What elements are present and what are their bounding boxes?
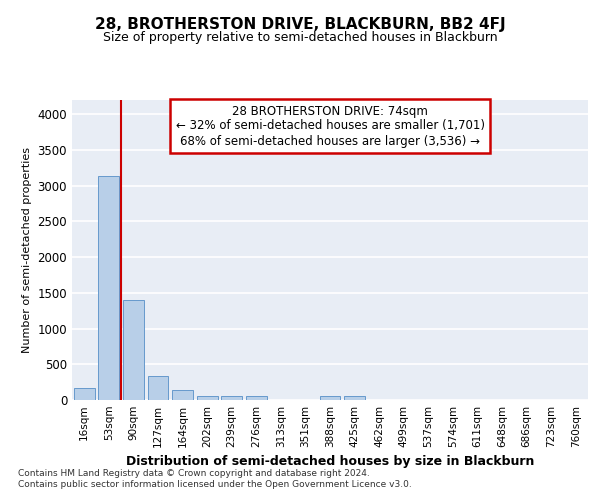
Bar	[74, 388, 95, 400]
Bar	[197, 396, 218, 400]
Bar	[221, 396, 242, 400]
Text: Contains public sector information licensed under the Open Government Licence v3: Contains public sector information licen…	[18, 480, 412, 489]
Bar	[246, 396, 267, 400]
Bar	[148, 376, 169, 400]
Bar	[123, 300, 144, 400]
Bar	[344, 396, 365, 400]
Bar	[98, 176, 119, 400]
Text: Contains HM Land Registry data © Crown copyright and database right 2024.: Contains HM Land Registry data © Crown c…	[18, 469, 370, 478]
Y-axis label: Number of semi-detached properties: Number of semi-detached properties	[22, 147, 32, 353]
X-axis label: Distribution of semi-detached houses by size in Blackburn: Distribution of semi-detached houses by …	[126, 456, 534, 468]
Text: Size of property relative to semi-detached houses in Blackburn: Size of property relative to semi-detach…	[103, 31, 497, 44]
Bar	[320, 396, 340, 400]
Text: 28, BROTHERSTON DRIVE, BLACKBURN, BB2 4FJ: 28, BROTHERSTON DRIVE, BLACKBURN, BB2 4F…	[95, 18, 505, 32]
Text: 28 BROTHERSTON DRIVE: 74sqm
← 32% of semi-detached houses are smaller (1,701)
68: 28 BROTHERSTON DRIVE: 74sqm ← 32% of sem…	[176, 104, 485, 148]
Bar	[172, 390, 193, 400]
